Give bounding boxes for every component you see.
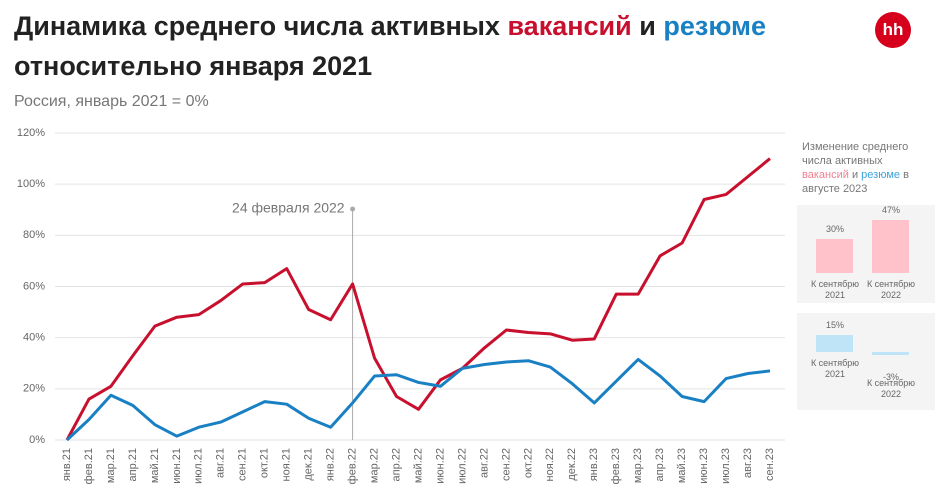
title-text: и [639,11,656,41]
x-tick-label: авг.23 [742,448,754,478]
y-tick-label: 100% [17,178,45,190]
y-tick-label: 0% [29,434,45,446]
title-series: вакансий [507,11,632,41]
side-title: Изменение среднего числа активных ваканс… [802,140,927,196]
side-title-text: и [851,169,859,181]
subtitle: Россия, январь 2021 = 0% [14,93,209,110]
x-tick-label: сен.22 [500,448,512,481]
x-tick-label: июн.23 [698,448,710,484]
x-tick-label: дек.21 [303,448,315,481]
side-title-series: вакансий [802,169,849,181]
x-tick-label: мар.21 [105,448,117,483]
x-tick-label: ноя.22 [544,448,556,481]
x-tick-label: апр.23 [654,448,666,481]
x-tick-label: фев.21 [83,448,95,484]
y-tick-label: 60% [23,280,45,292]
x-tick-label: июл.23 [720,448,732,484]
x-tick-label: май.21 [149,448,161,483]
side-panel [797,313,935,410]
x-tick-label: дек.22 [566,448,578,481]
series-line [65,357,771,442]
y-tick-label: 20% [23,383,45,395]
chart: 0% 20% 40% 60% 80% 100% 120% янв.21 фев.21 мар.21… [17,127,785,484]
side-title-series: резюме [861,169,900,181]
x-tick-label: янв.22 [325,448,337,481]
value-label: 30% [825,224,844,235]
x-tick-label: апр.21 [127,448,139,481]
x-tick-label: янв.21 [61,448,73,481]
side-title-text: в августе 2023 [802,169,909,195]
annotation: 24 февраля 2022 [232,200,345,216]
x-tick-label: окт.22 [522,448,534,478]
x-tick-label: мар.23 [632,448,644,483]
x-tick-label: авг.22 [478,448,490,478]
x-tick-label: ноя.21 [281,448,293,481]
bar [816,335,853,352]
x-tick-label: май.23 [676,448,688,483]
bar [816,239,853,273]
x-tick-label: июн.21 [171,448,183,484]
logo: hh [875,12,911,48]
x-tick-label: сен.23 [764,448,776,481]
x-tick-label: сен.21 [237,448,249,481]
x-tick-label: янв.23 [588,448,600,481]
bar [872,219,909,273]
x-tick-label: мар.22 [368,448,380,483]
y-tick-label: 80% [23,229,45,241]
category-label: К сентябрю 2021 [810,279,860,300]
value-label: 15% [825,320,844,331]
x-tick-label: авг.21 [215,448,227,478]
category-label: К сентябрю 2022 [866,279,916,300]
x-tick-label: апр.22 [390,448,402,481]
category-label: К сентябрю 2022 [866,378,916,399]
title-text: Динамика среднего числа активных [14,11,500,41]
x-tick-label: июл.22 [456,448,468,484]
y-tick-label: 40% [23,332,45,344]
x-tick-label: июн.22 [434,448,446,484]
y-tick-label: 120% [17,127,45,139]
x-tick-label: фев.23 [610,448,622,484]
value-label: -3% [882,372,899,383]
title-series: резюме [663,11,767,41]
category-label: К сентябрю 2021 [810,358,860,379]
x-tick-label: июл.21 [193,448,205,484]
x-tick-label: окт.21 [259,448,271,478]
value-label: 47% [881,204,900,215]
x-tick-label: май.22 [412,448,424,483]
chart-title: Динамика среднего числа активных ваканси… [14,6,766,86]
series-line [65,157,771,441]
bar [872,352,909,356]
annotation-dot [350,206,356,212]
x-tick-label: фев.22 [347,448,359,484]
title-text: относительно января 2021 [14,51,373,81]
side-title-text: Изменение среднего числа активных [802,141,909,167]
